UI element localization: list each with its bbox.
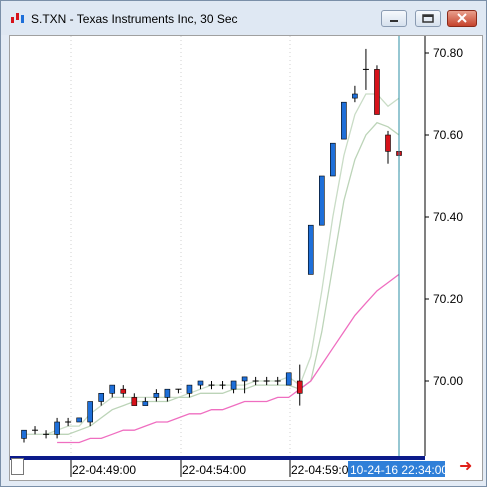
candle-body[interactable]: [131, 397, 138, 406]
candle-body[interactable]: [21, 429, 27, 439]
candle-body[interactable]: [385, 134, 391, 152]
candle-body[interactable]: [87, 401, 93, 423]
candle-body[interactable]: [230, 380, 237, 390]
candle-body[interactable]: [109, 384, 116, 394]
candle-body[interactable]: [186, 384, 193, 394]
y-tick-label: 70.60: [433, 128, 463, 142]
time-highlight-box: [348, 461, 445, 477]
candle-body[interactable]: [330, 142, 336, 177]
candle-body[interactable]: [307, 224, 314, 275]
y-tick-label: 70.00: [433, 374, 463, 388]
scroll-position-box[interactable]: [11, 458, 24, 475]
moving-average-line: [57, 273, 400, 444]
candle-body[interactable]: [241, 376, 248, 382]
candle-body[interactable]: [352, 93, 358, 99]
title-bar[interactable]: S.TXN - Texas Instruments Inc, 30 Sec: [1, 1, 486, 35]
candle-body[interactable]: [120, 388, 127, 394]
time-highlight-label: 10-24-16 22:34:00: [350, 463, 448, 477]
candlestick-chart[interactable]: 70.80 70.60 70.40 70.20 70.00 22-04:49:00 22-…: [10, 36, 484, 482]
x-tick-label: 22-04:49:00: [72, 463, 136, 477]
y-tick-label: 70.80: [433, 46, 463, 60]
candle-body[interactable]: [98, 392, 105, 402]
restore-button[interactable]: [415, 10, 441, 27]
x-tick-label: 22-04:54:00: [182, 463, 246, 477]
time-axis-bar: [10, 456, 425, 460]
candle-body[interactable]: [164, 388, 171, 398]
candle-body[interactable]: [153, 392, 160, 398]
candle-body[interactable]: [197, 380, 204, 386]
candle-body[interactable]: [319, 175, 325, 226]
close-icon: [457, 13, 467, 23]
close-button[interactable]: [447, 10, 477, 27]
chart-app-icon: [11, 13, 24, 23]
restore-icon: [422, 14, 434, 23]
y-tick-label: 70.40: [433, 210, 463, 224]
window-title: S.TXN - Texas Instruments Inc, 30 Sec: [31, 12, 238, 26]
minimize-button[interactable]: [381, 10, 407, 27]
scroll-right-arrow-icon[interactable]: ➜: [459, 458, 473, 475]
moving-average-line: [46, 121, 400, 435]
candle-body[interactable]: [285, 372, 292, 386]
candle-body[interactable]: [54, 421, 60, 435]
minimize-icon: [390, 20, 398, 22]
x-tick-label: 22-04:59:00: [291, 463, 355, 477]
candle-body[interactable]: [341, 101, 347, 140]
candle-body[interactable]: [142, 401, 149, 406]
candle-body[interactable]: [296, 380, 303, 394]
candle-body[interactable]: [76, 417, 82, 423]
candle-body[interactable]: [374, 69, 380, 115]
chart-area[interactable]: 70.80 70.60 70.40 70.20 70.00 22-04:49:00 22-…: [9, 35, 483, 481]
y-tick-label: 70.20: [433, 292, 463, 306]
